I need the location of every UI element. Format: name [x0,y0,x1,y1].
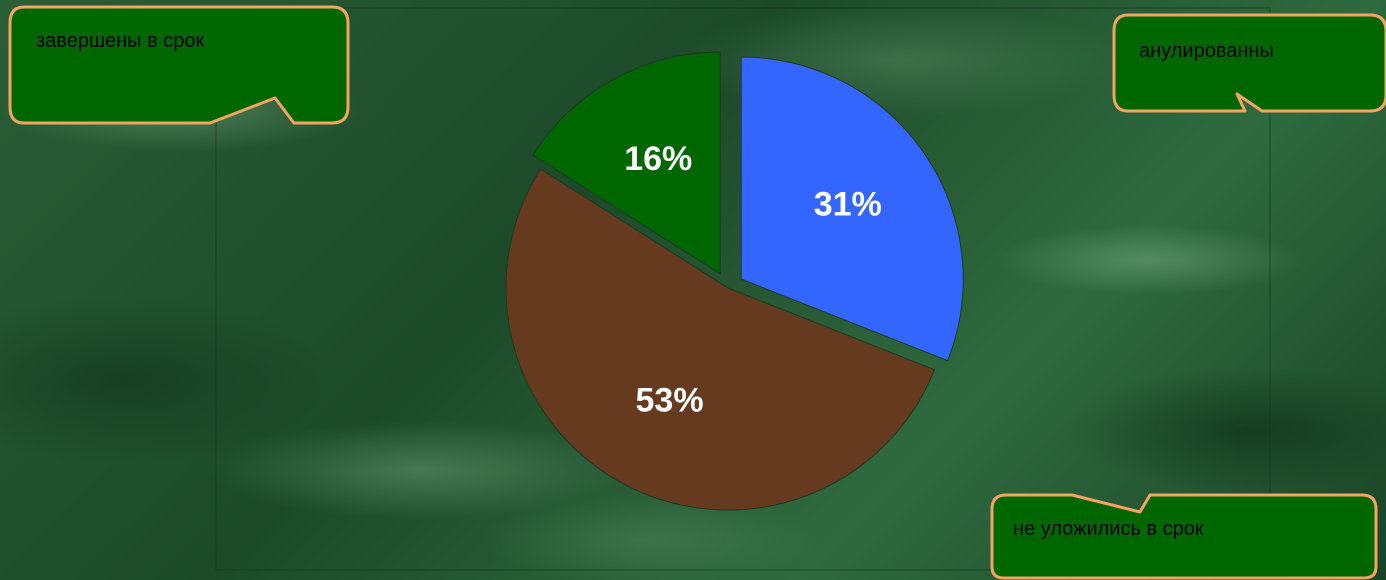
callout-on-time [8,5,350,125]
pie-slice-1 [505,168,936,511]
slice-value-label-1: 53% [636,382,704,420]
pie-slice-0 [740,56,964,362]
callout-cancelled [1112,13,1386,113]
pie-slices: 31% 53% 16% [505,51,964,511]
plot-area-frame [215,7,1271,571]
pie-slice-2 [532,51,721,275]
callout-label-on-time: завершены в срок [36,30,205,52]
callout-label-missed-deadline: не уложились в срок [1013,518,1204,540]
callout-missed-deadline [990,493,1378,580]
callout-label-cancelled: анулированны [1139,40,1274,62]
slice-value-label-2: 16% [624,140,692,178]
slice-value-label-0: 31% [814,186,882,224]
callouts [8,5,1386,580]
